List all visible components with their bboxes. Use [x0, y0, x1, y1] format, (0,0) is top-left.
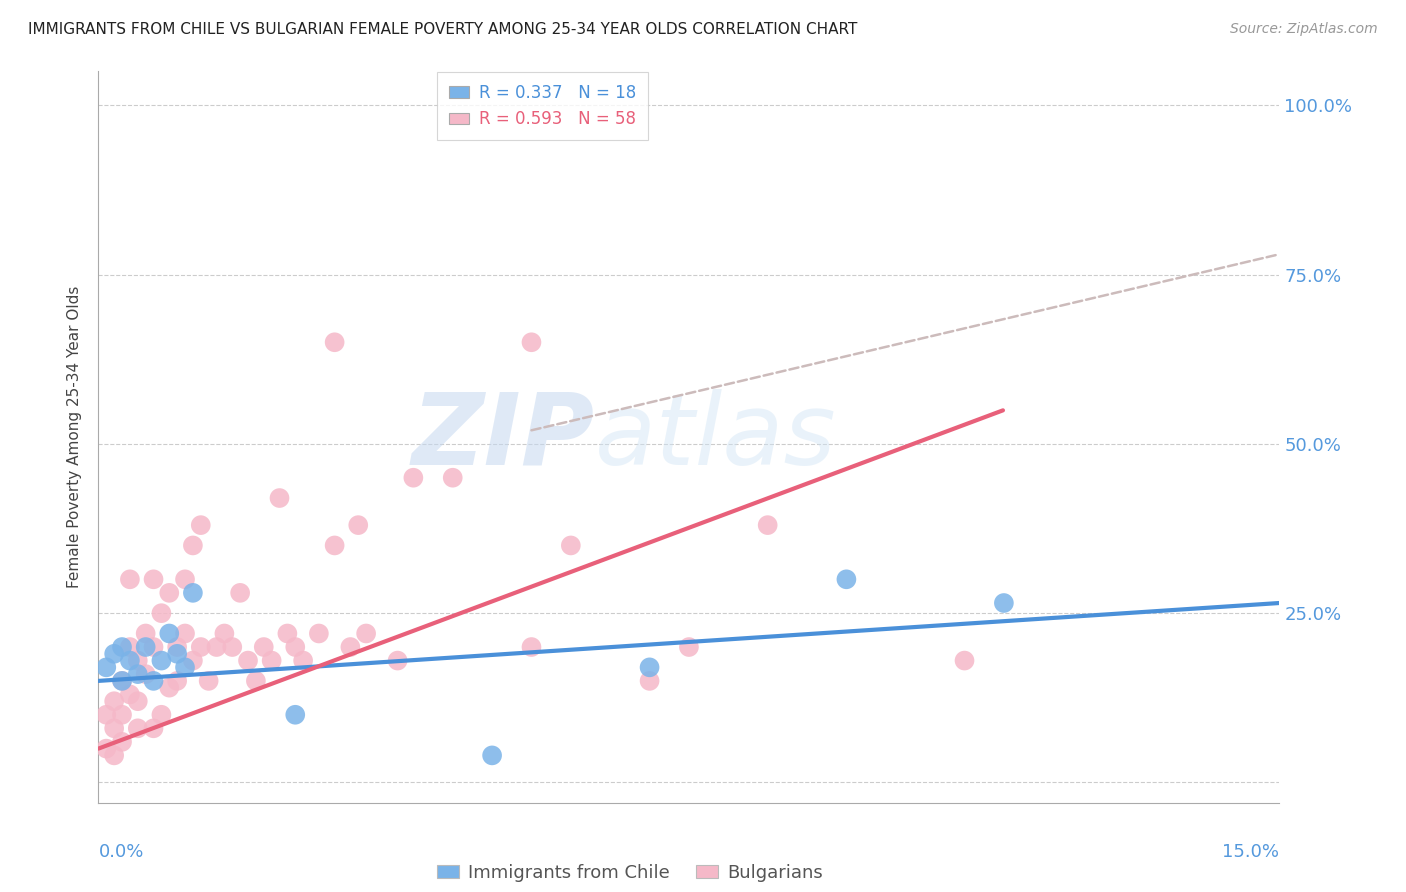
Point: [678, 640, 700, 654]
Point: [520, 640, 543, 654]
Text: 15.0%: 15.0%: [1222, 843, 1279, 861]
Point: [253, 640, 276, 654]
Point: [127, 667, 149, 681]
Point: [111, 673, 134, 688]
Point: [142, 673, 165, 688]
Point: [953, 654, 976, 668]
Point: [166, 640, 188, 654]
Point: [835, 572, 858, 586]
Point: [245, 673, 267, 688]
Point: [174, 660, 197, 674]
Point: [127, 694, 149, 708]
Text: 0.0%: 0.0%: [98, 843, 143, 861]
Point: [181, 586, 204, 600]
Point: [347, 518, 370, 533]
Point: [323, 335, 346, 350]
Point: [993, 596, 1015, 610]
Point: [260, 654, 283, 668]
Point: [157, 626, 180, 640]
Point: [174, 626, 197, 640]
Point: [387, 654, 409, 668]
Point: [308, 626, 330, 640]
Point: [150, 606, 173, 620]
Point: [181, 654, 204, 668]
Point: [118, 640, 141, 654]
Point: [127, 654, 149, 668]
Point: [166, 673, 188, 688]
Text: atlas: atlas: [595, 389, 837, 485]
Point: [103, 647, 125, 661]
Point: [560, 538, 582, 552]
Point: [96, 707, 118, 722]
Point: [96, 741, 118, 756]
Text: IMMIGRANTS FROM CHILE VS BULGARIAN FEMALE POVERTY AMONG 25-34 YEAR OLDS CORRELAT: IMMIGRANTS FROM CHILE VS BULGARIAN FEMAL…: [28, 22, 858, 37]
Point: [127, 721, 149, 735]
Point: [229, 586, 252, 600]
Point: [441, 471, 464, 485]
Point: [111, 673, 134, 688]
Point: [190, 518, 212, 533]
Point: [190, 640, 212, 654]
Point: [481, 748, 503, 763]
Point: [756, 518, 779, 533]
Point: [284, 640, 307, 654]
Point: [197, 673, 219, 688]
Point: [157, 681, 180, 695]
Point: [214, 626, 236, 640]
Point: [111, 707, 134, 722]
Point: [135, 640, 157, 654]
Point: [323, 538, 346, 552]
Point: [118, 572, 141, 586]
Point: [269, 491, 291, 505]
Point: [174, 572, 197, 586]
Point: [402, 471, 425, 485]
Point: [111, 735, 134, 749]
Point: [292, 654, 315, 668]
Text: Source: ZipAtlas.com: Source: ZipAtlas.com: [1230, 22, 1378, 37]
Point: [150, 707, 173, 722]
Point: [205, 640, 228, 654]
Point: [103, 721, 125, 735]
Point: [142, 572, 165, 586]
Point: [221, 640, 243, 654]
Point: [103, 748, 125, 763]
Point: [638, 673, 661, 688]
Point: [135, 667, 157, 681]
Point: [135, 626, 157, 640]
Point: [111, 640, 134, 654]
Legend: Immigrants from Chile, Bulgarians: Immigrants from Chile, Bulgarians: [430, 856, 830, 888]
Point: [339, 640, 361, 654]
Point: [520, 335, 543, 350]
Point: [96, 660, 118, 674]
Point: [284, 707, 307, 722]
Text: ZIP: ZIP: [412, 389, 595, 485]
Point: [638, 660, 661, 674]
Point: [157, 586, 180, 600]
Point: [181, 538, 204, 552]
Point: [276, 626, 298, 640]
Point: [142, 721, 165, 735]
Point: [150, 654, 173, 668]
Point: [118, 688, 141, 702]
Y-axis label: Female Poverty Among 25-34 Year Olds: Female Poverty Among 25-34 Year Olds: [67, 286, 83, 588]
Point: [166, 647, 188, 661]
Point: [118, 654, 141, 668]
Point: [142, 640, 165, 654]
Point: [236, 654, 259, 668]
Point: [354, 626, 377, 640]
Point: [103, 694, 125, 708]
